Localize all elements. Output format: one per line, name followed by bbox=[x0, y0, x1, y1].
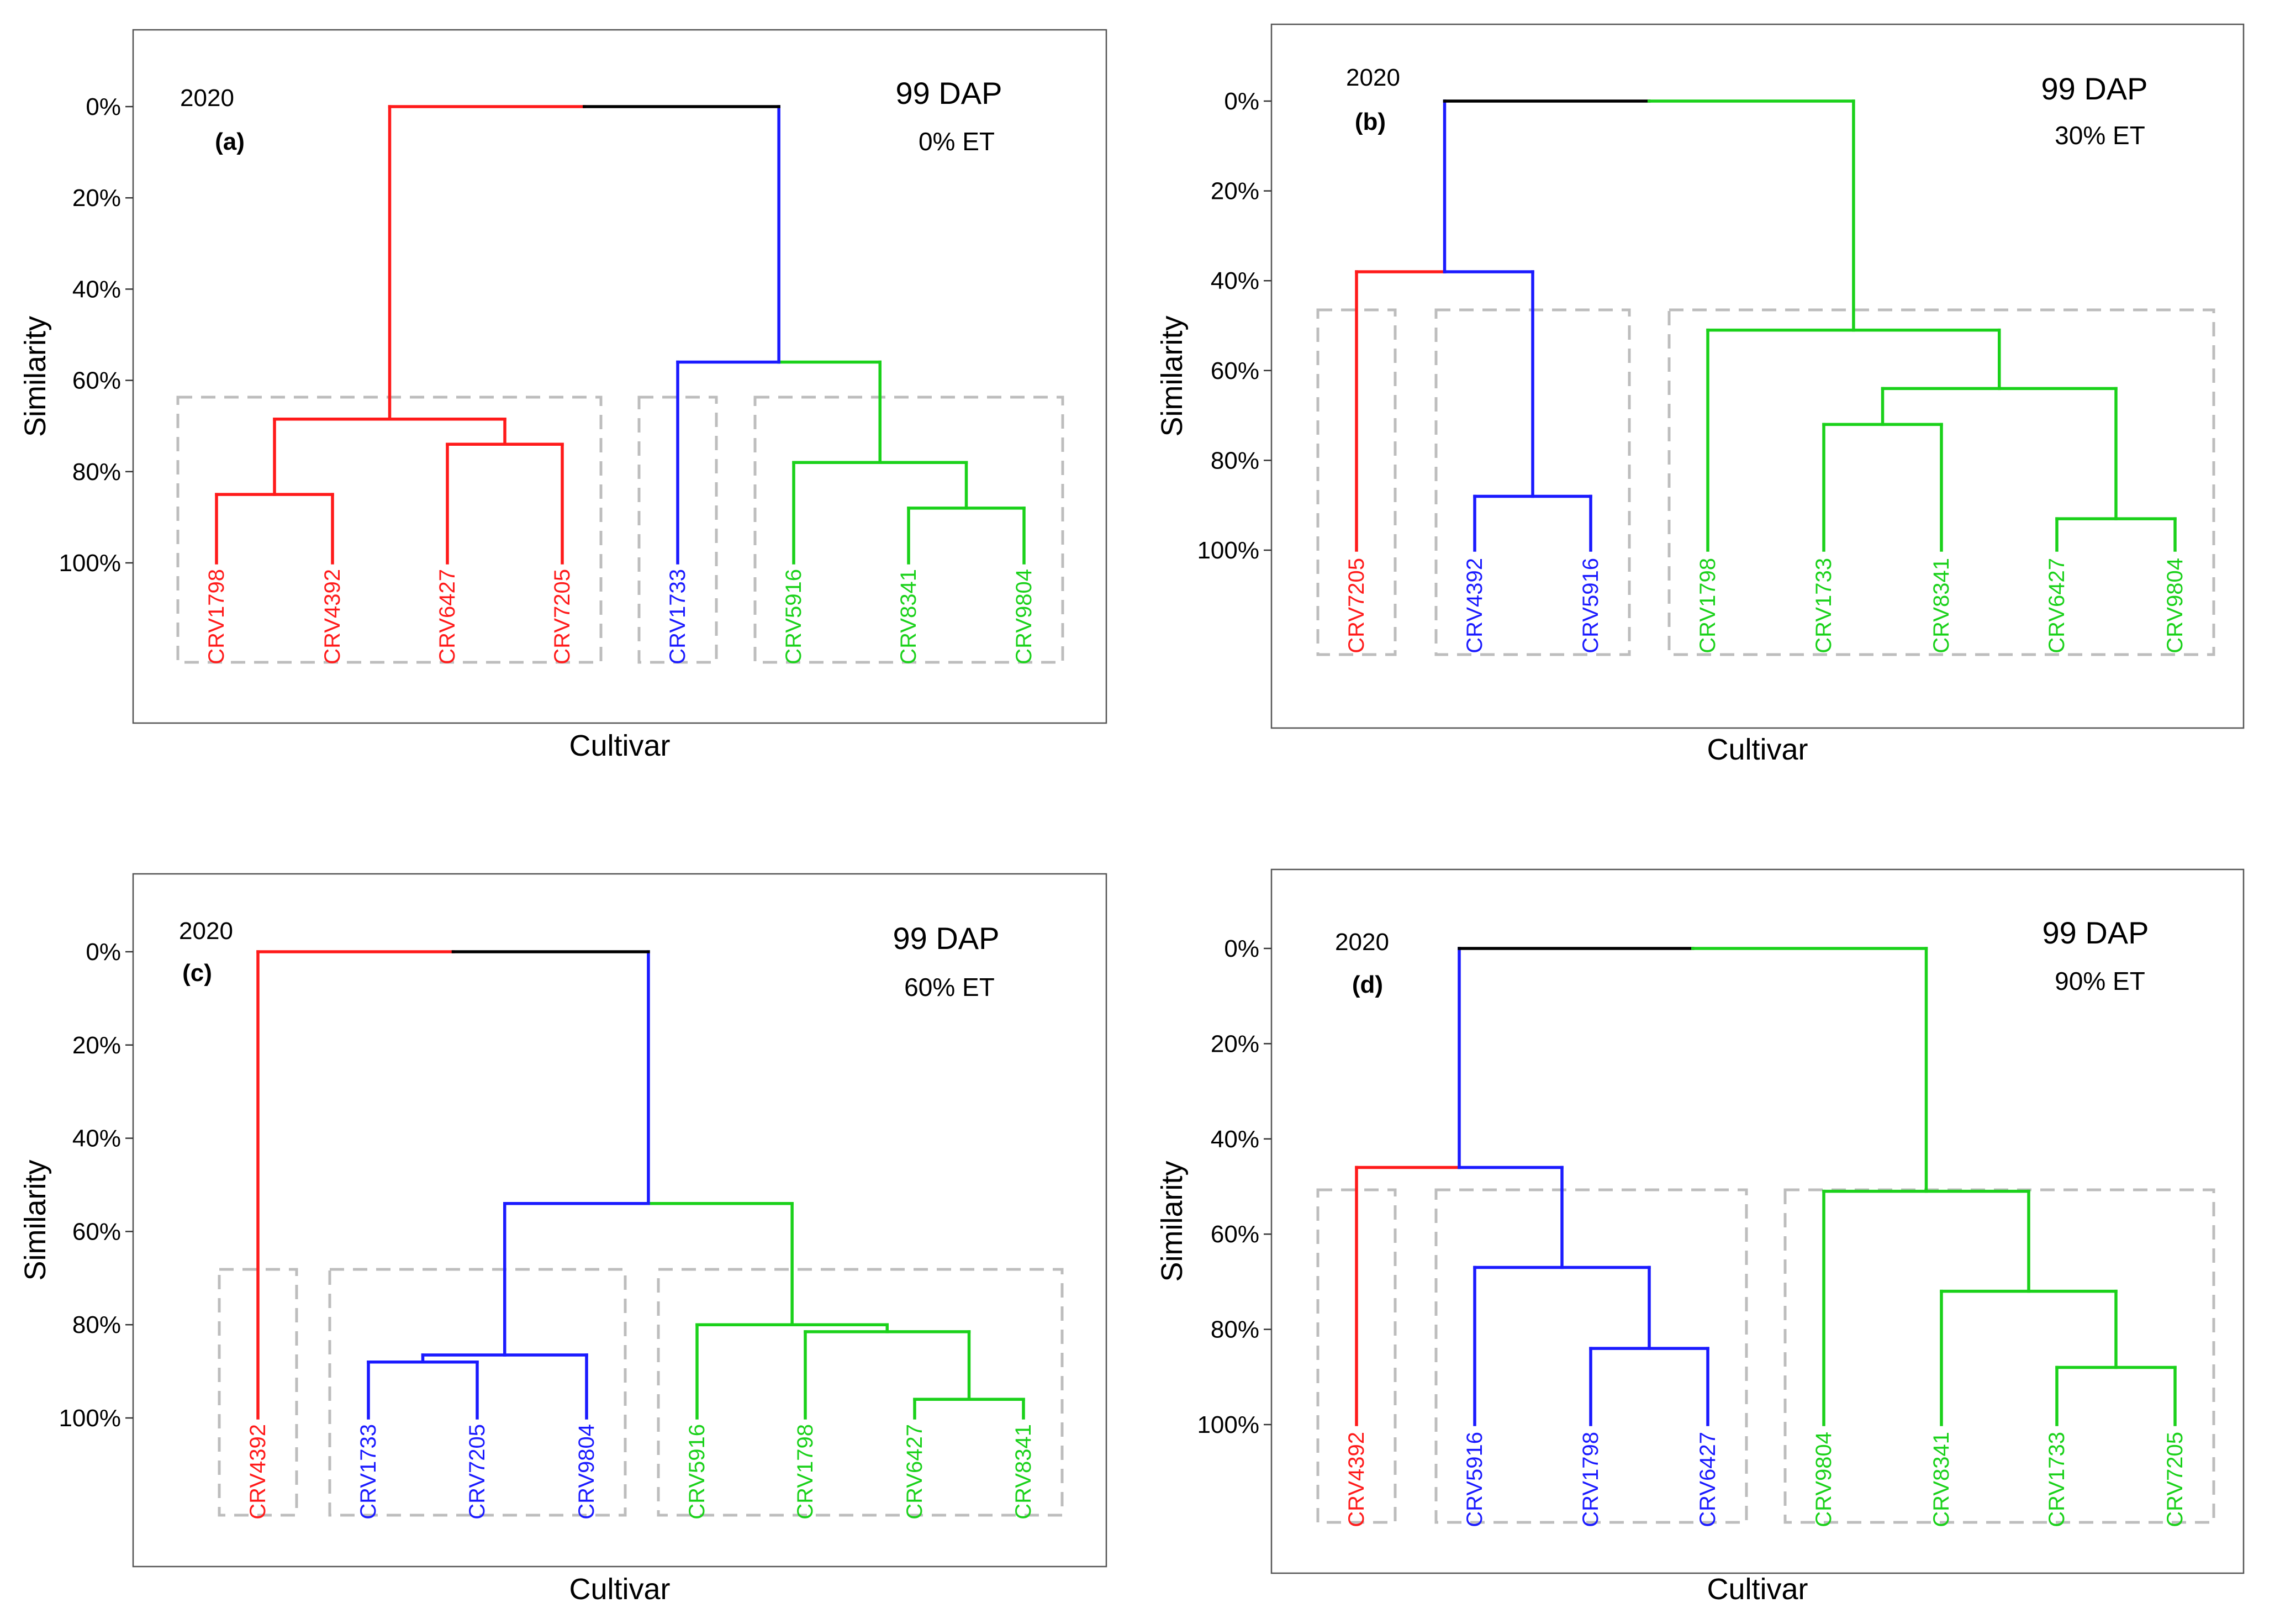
et-label: 60% ET bbox=[904, 973, 995, 1001]
plot-frame bbox=[1270, 868, 2245, 1574]
leaf-label: CRV4392 bbox=[246, 1424, 270, 1520]
leaf-label: CRV5916 bbox=[1579, 558, 1603, 653]
y-tick-label: 40% bbox=[1211, 1126, 1259, 1153]
cluster-box bbox=[753, 396, 1064, 664]
cluster-box bbox=[637, 396, 718, 664]
x-axis-title: Cultivar bbox=[569, 729, 670, 762]
leaf-label: CRV5916 bbox=[685, 1424, 709, 1520]
y-tick-label: 80% bbox=[72, 458, 121, 486]
leaf-label: CRV9804 bbox=[574, 1424, 599, 1520]
panel-label: (b) bbox=[1355, 108, 1386, 135]
year-label: 2020 bbox=[180, 85, 234, 112]
y-tick-label: 20% bbox=[72, 184, 121, 212]
y-tick-label: 40% bbox=[72, 276, 121, 303]
dap-label: 99 DAP bbox=[896, 76, 1002, 110]
y-tick-label: 40% bbox=[1211, 267, 1259, 294]
leaf-label: CRV1798 bbox=[1696, 558, 1720, 653]
leaf-label: CRV1798 bbox=[1579, 1432, 1603, 1527]
panel-a: 0% 20% 40% 60% 80% 100% Similarity Cultivar 2020… bbox=[19, 29, 1107, 762]
x-axis-title: Cultivar bbox=[1707, 1573, 1808, 1606]
leaf-label: CRV7205 bbox=[550, 569, 574, 665]
y-tick-label: 60% bbox=[72, 1218, 121, 1245]
year-label: 2020 bbox=[1335, 929, 1389, 956]
leaf-label: CRV7205 bbox=[465, 1424, 489, 1520]
cluster-box bbox=[657, 1268, 1064, 1517]
panel-label: (d) bbox=[1352, 971, 1383, 998]
cluster-box bbox=[176, 396, 603, 664]
y-tick-label: 20% bbox=[1211, 178, 1259, 205]
leaf-label: CRV8341 bbox=[1929, 558, 1954, 653]
year-label: 2020 bbox=[179, 918, 233, 945]
leaf-label: CRV6427 bbox=[2045, 558, 2069, 653]
y-tick-label: 100% bbox=[59, 550, 121, 577]
cluster-box bbox=[1316, 1188, 1397, 1524]
y-tick-label: 100% bbox=[59, 1405, 121, 1432]
x-axis-title: Cultivar bbox=[569, 1573, 670, 1606]
y-axis-title: Similarity bbox=[1155, 1161, 1189, 1282]
leaf-label: CRV5916 bbox=[782, 569, 806, 665]
y-axis-title: Similarity bbox=[19, 1159, 52, 1280]
cluster-box bbox=[1434, 1188, 1748, 1524]
plot-frame bbox=[132, 873, 1107, 1568]
panel-b: 0% 20% 40% 60% 80% 100% Similarity Cultivar 2020… bbox=[1155, 23, 2245, 766]
panel-d: 0% 20% 40% 60% 80% 100% Similarity Cultivar 2020… bbox=[1155, 868, 2245, 1606]
cluster-box bbox=[328, 1268, 627, 1517]
leaf-label: CRV7205 bbox=[2163, 1432, 2187, 1527]
leaf-label: CRV9804 bbox=[1012, 569, 1036, 665]
leaf-label: CRV4392 bbox=[1344, 1432, 1369, 1527]
leaf-label: CRV1733 bbox=[2045, 1432, 2069, 1527]
y-tick-label: 100% bbox=[1197, 537, 1259, 564]
leaf-label: CRV5916 bbox=[1463, 1432, 1487, 1527]
leaf-label: CRV8341 bbox=[1929, 1432, 1954, 1527]
dap-label: 99 DAP bbox=[893, 921, 1000, 956]
leaf-label: CRV9804 bbox=[2163, 558, 2187, 653]
y-axis-title: Similarity bbox=[1155, 315, 1189, 436]
panel-c: 0% 20% 40% 60% 80% 100% Similarity Cultivar 2020… bbox=[19, 873, 1107, 1606]
leaf-label: CRV6427 bbox=[435, 569, 460, 665]
y-tick-label: 80% bbox=[1211, 447, 1259, 474]
leaf-label: CRV1733 bbox=[1812, 558, 1836, 653]
leaf-label: CRV8341 bbox=[896, 569, 921, 665]
y-tick-label: 0% bbox=[1224, 935, 1259, 962]
cluster-box bbox=[1667, 308, 2215, 656]
y-axis-title: Similarity bbox=[19, 316, 52, 437]
leaf-label: CRV1733 bbox=[356, 1424, 381, 1520]
leaf-label: CRV7205 bbox=[1344, 558, 1369, 653]
leaf-label: CRV1798 bbox=[793, 1424, 817, 1520]
y-tick-label: 20% bbox=[1211, 1030, 1259, 1057]
y-tick-label: 60% bbox=[1211, 1221, 1259, 1248]
y-tick-label: 60% bbox=[72, 367, 121, 394]
y-tick-label: 80% bbox=[72, 1311, 121, 1338]
x-axis-title: Cultivar bbox=[1707, 733, 1808, 766]
et-label: 90% ET bbox=[2055, 967, 2145, 995]
y-tick-label: 0% bbox=[86, 93, 121, 120]
leaf-label: CRV1798 bbox=[204, 569, 229, 665]
leaf-label: CRV4392 bbox=[320, 569, 345, 665]
y-tick-label: 60% bbox=[1211, 357, 1259, 384]
y-tick-label: 80% bbox=[1211, 1316, 1259, 1343]
panel-label: (c) bbox=[182, 959, 212, 987]
et-label: 0% ET bbox=[919, 127, 995, 156]
leaf-label: CRV1733 bbox=[666, 569, 690, 665]
leaf-label: CRV9804 bbox=[1812, 1432, 1836, 1527]
cluster-box bbox=[1783, 1188, 2215, 1524]
leaf-label: CRV8341 bbox=[1011, 1424, 1036, 1520]
leaf-label: CRV6427 bbox=[902, 1424, 927, 1520]
y-tick-label: 100% bbox=[1197, 1411, 1259, 1438]
y-tick-label: 20% bbox=[72, 1032, 121, 1059]
y-tick-label: 0% bbox=[1224, 88, 1259, 115]
leaf-label: CRV6427 bbox=[1696, 1432, 1720, 1527]
plot-frame bbox=[132, 29, 1107, 724]
panel-label: (a) bbox=[215, 128, 245, 155]
plot-frame bbox=[1270, 23, 2245, 729]
year-label: 2020 bbox=[1346, 64, 1400, 91]
cluster-box bbox=[218, 1268, 298, 1517]
y-tick-label: 0% bbox=[86, 938, 121, 966]
y-tick-label: 40% bbox=[72, 1125, 121, 1152]
leaf-label: CRV4392 bbox=[1463, 558, 1487, 653]
dap-label: 99 DAP bbox=[2042, 915, 2149, 950]
dap-label: 99 DAP bbox=[2041, 71, 2148, 106]
et-label: 30% ET bbox=[2055, 121, 2145, 150]
